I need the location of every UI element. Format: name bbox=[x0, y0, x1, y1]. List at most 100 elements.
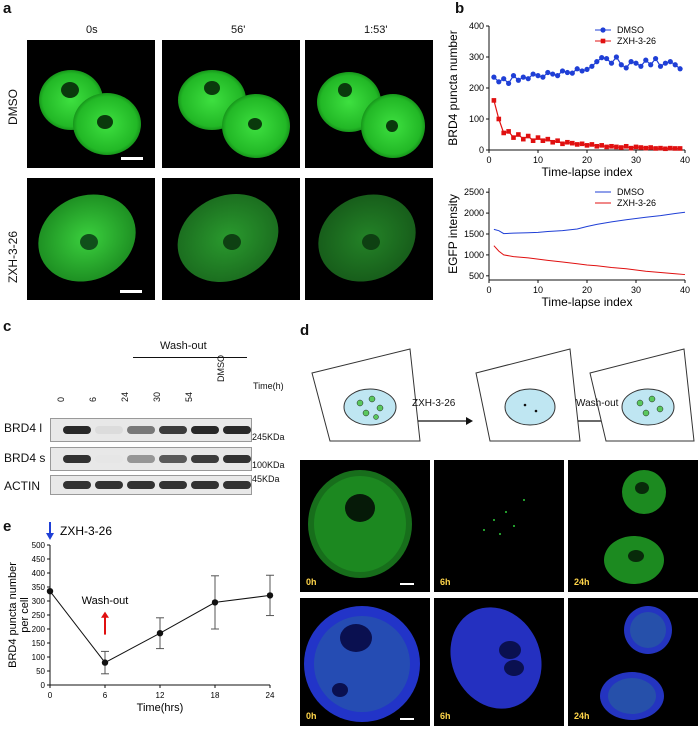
y-axis-label-line2: per cell bbox=[19, 597, 31, 632]
schematic-arrow2-label: Wash-out bbox=[576, 398, 619, 409]
data-point bbox=[521, 136, 526, 142]
x-tick-label: 10 bbox=[533, 285, 543, 295]
blot-band bbox=[63, 455, 91, 463]
micrograph-zxh-153 bbox=[305, 178, 433, 300]
lane-label: 24 bbox=[120, 391, 130, 402]
y-tick-label: 1000 bbox=[464, 250, 484, 260]
blot-band bbox=[159, 455, 187, 463]
data-point bbox=[491, 74, 497, 80]
data-point bbox=[560, 141, 565, 147]
data-point bbox=[496, 79, 502, 85]
data-point bbox=[550, 139, 555, 145]
data-point bbox=[614, 144, 619, 150]
schematic-arrow1-label: ZXH-3-26 bbox=[412, 398, 456, 409]
x-tick-label: 30 bbox=[631, 155, 641, 165]
data-point bbox=[672, 146, 678, 151]
x-tick-label: 0 bbox=[486, 285, 491, 295]
blot-brd4-s-label: BRD4 s bbox=[4, 451, 46, 465]
washout-arrow-head bbox=[101, 611, 109, 618]
micrograph-zxh-56 bbox=[162, 178, 300, 300]
x-tick-label: 40 bbox=[680, 285, 690, 295]
panel-a-letter: a bbox=[3, 0, 12, 17]
blot-band bbox=[63, 426, 91, 434]
blot-band bbox=[191, 481, 219, 489]
x-tick-label: 10 bbox=[533, 155, 543, 165]
chart-e: 0 50 100 150 200 250 300 350 400 450 500 0 6 12 18 24 Ti… bbox=[7, 522, 275, 714]
data-point bbox=[638, 63, 644, 69]
data-point bbox=[555, 73, 561, 79]
data-point bbox=[535, 135, 541, 140]
data-point bbox=[491, 98, 497, 103]
data-point bbox=[584, 66, 590, 72]
y-axis-label: EGFP intensity bbox=[446, 194, 460, 274]
tag-6h-bottom: 6h bbox=[440, 711, 451, 721]
data-point bbox=[672, 62, 678, 68]
data-point bbox=[555, 138, 560, 143]
data-point bbox=[101, 659, 109, 666]
row-label-zxh: ZXH-3-26 bbox=[6, 231, 20, 284]
micrograph-d-merge-24h bbox=[568, 598, 698, 726]
data-point bbox=[628, 145, 634, 151]
series-line-1 bbox=[493, 100, 681, 150]
data-point bbox=[667, 59, 673, 65]
data-point bbox=[628, 59, 634, 65]
y-tick-label: 350 bbox=[32, 583, 46, 592]
y-tick-label: 400 bbox=[32, 569, 46, 578]
data-point bbox=[511, 135, 516, 140]
data-point bbox=[564, 69, 570, 76]
data-point bbox=[594, 143, 600, 149]
data-point bbox=[156, 630, 164, 637]
time-label-1: 56' bbox=[231, 24, 246, 36]
x-tick-label: 18 bbox=[211, 691, 220, 700]
x-tick-label: 0 bbox=[486, 155, 491, 165]
blot-band bbox=[159, 426, 187, 434]
data-point bbox=[535, 73, 541, 79]
y-axis-label-line1: BRD4 puncta number bbox=[7, 562, 19, 668]
micrograph-d-green-0h bbox=[300, 460, 430, 592]
data-point bbox=[540, 74, 546, 80]
data-point bbox=[510, 73, 517, 79]
micrograph-dmso-56 bbox=[162, 40, 300, 168]
data-point bbox=[569, 70, 575, 76]
tag-0h-bottom: 0h bbox=[306, 711, 317, 721]
marker-45: 45KDa bbox=[252, 474, 280, 484]
y-tick-label: 0 bbox=[41, 681, 46, 690]
time-label-2: 1:53' bbox=[364, 24, 388, 36]
data-point bbox=[46, 588, 54, 595]
data-point bbox=[658, 145, 663, 151]
data-point bbox=[663, 146, 668, 152]
data-point bbox=[589, 63, 595, 69]
data-point bbox=[545, 69, 551, 76]
blot-strip-brd4-s bbox=[50, 447, 252, 471]
blot-band bbox=[223, 481, 251, 489]
x-tick-label: 30 bbox=[631, 285, 641, 295]
blot-band bbox=[95, 455, 123, 463]
blot-actin-label: ACTIN bbox=[4, 479, 40, 493]
data-point bbox=[599, 143, 604, 148]
data-point bbox=[613, 54, 619, 60]
y-tick-label: 1500 bbox=[464, 229, 484, 239]
data-point bbox=[211, 599, 219, 606]
data-point bbox=[530, 71, 536, 77]
data-point bbox=[677, 146, 683, 151]
data-point bbox=[648, 145, 653, 150]
y-tick-label: 450 bbox=[32, 555, 46, 564]
time-unit-label: Time(h) bbox=[253, 381, 284, 391]
data-point bbox=[506, 80, 512, 86]
legend-label: ZXH-3-26 bbox=[617, 36, 656, 46]
data-point bbox=[668, 145, 673, 151]
micrograph-dmso-153 bbox=[305, 40, 433, 168]
data-point bbox=[589, 142, 595, 147]
washout-bar-c bbox=[133, 357, 247, 358]
chart-b-top: 0 100 200 300 400 0 10 20 30 40 Time-lapse index BR… bbox=[446, 21, 690, 179]
series-line-1 bbox=[493, 245, 686, 276]
data-point bbox=[579, 68, 585, 74]
x-tick-label: 24 bbox=[266, 691, 275, 700]
data-point bbox=[623, 65, 629, 71]
y-tick-label: 150 bbox=[32, 639, 46, 648]
y-tick-label: 50 bbox=[36, 667, 45, 676]
data-point bbox=[662, 60, 668, 66]
blot-band bbox=[223, 455, 251, 463]
blot-band bbox=[95, 426, 123, 434]
chart-b-bottom: 500 1000 1500 2000 2500 0 10 20 30 40 Time-lapse i… bbox=[446, 187, 690, 309]
